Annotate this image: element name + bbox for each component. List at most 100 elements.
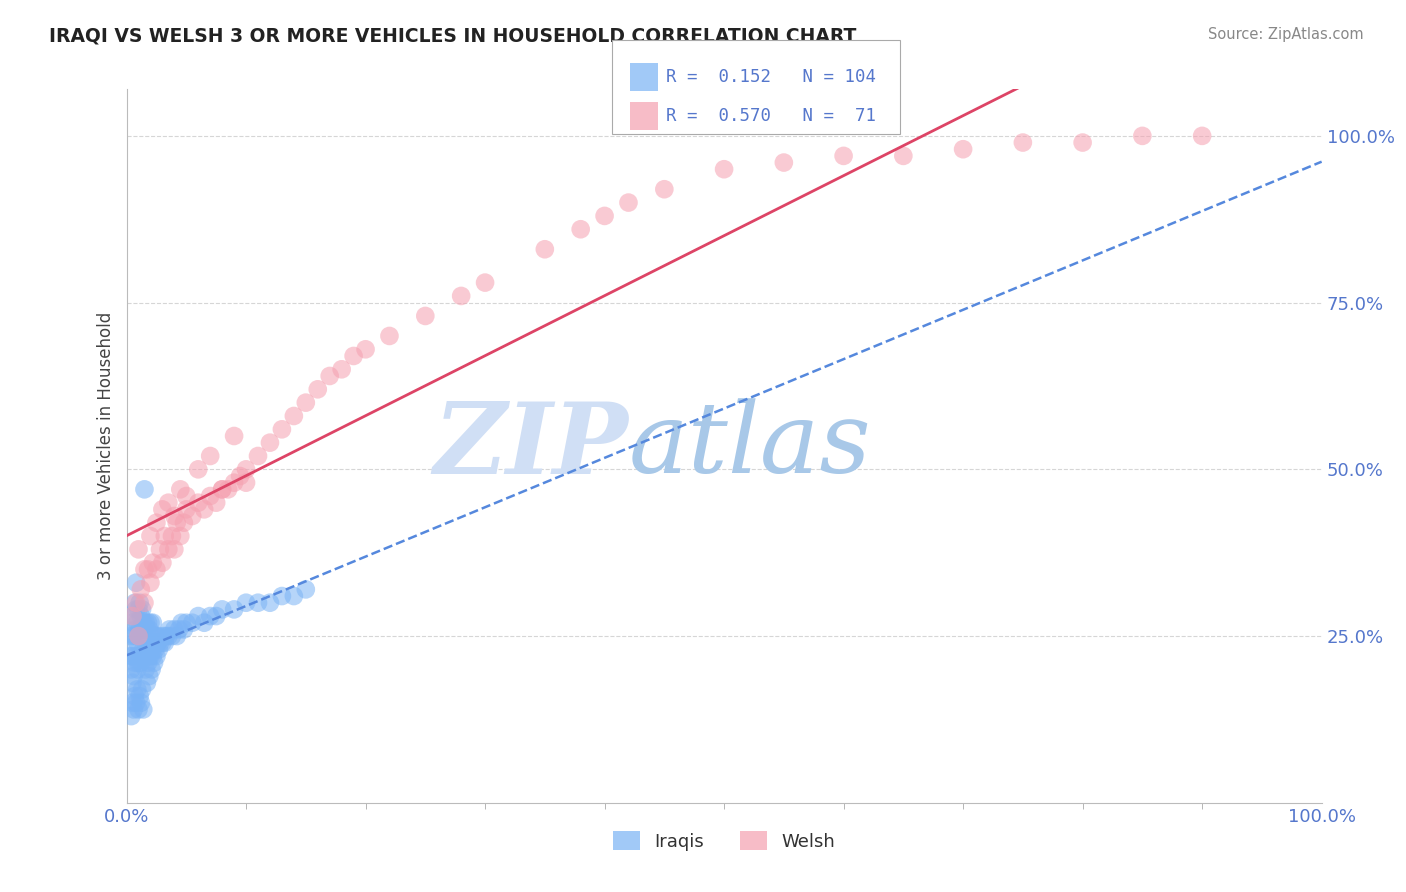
Point (174, 615, 197, 630)
Point (143, 636, 166, 650)
Point (713, 162, 735, 177)
Point (222, 475, 246, 490)
Point (127, 629, 149, 643)
Point (148, 642, 170, 657)
Point (205, 496, 228, 510)
Point (138, 669, 160, 683)
Point (146, 636, 169, 650)
Point (129, 629, 152, 643)
Point (135, 642, 157, 657)
Point (235, 475, 257, 490)
Point (132, 615, 155, 630)
Text: R =  0.570   N =  71: R = 0.570 N = 71 (666, 107, 876, 125)
Y-axis label: 3 or more Vehicles in Household: 3 or more Vehicles in Household (97, 312, 115, 580)
Point (134, 483, 156, 497)
Point (143, 656, 166, 670)
Point (127, 542, 149, 557)
Point (229, 469, 252, 483)
Point (474, 276, 496, 290)
Point (121, 615, 143, 630)
Point (139, 575, 162, 590)
Point (211, 483, 233, 497)
Point (235, 596, 257, 610)
Point (136, 642, 159, 657)
Point (143, 629, 166, 643)
Text: Source: ZipAtlas.com: Source: ZipAtlas.com (1208, 27, 1364, 42)
Point (121, 675, 143, 690)
Point (259, 435, 281, 450)
Point (120, 662, 142, 676)
Text: IRAQI VS WELSH 3 OR MORE VEHICLES IN HOUSEHOLD CORRELATION CHART: IRAQI VS WELSH 3 OR MORE VEHICLES IN HOU… (49, 27, 856, 45)
Point (139, 642, 162, 657)
Point (222, 602, 246, 616)
Point (169, 483, 191, 497)
Point (136, 562, 159, 576)
Point (125, 649, 148, 664)
Point (143, 642, 166, 657)
Point (222, 429, 246, 443)
Point (142, 642, 165, 657)
Point (142, 556, 165, 570)
Point (124, 656, 146, 670)
Point (1191, 128, 1213, 143)
Point (142, 649, 165, 664)
Point (593, 209, 616, 223)
Point (125, 696, 148, 710)
Point (145, 516, 167, 530)
Point (187, 609, 209, 624)
Point (138, 649, 160, 664)
Point (187, 462, 209, 476)
Point (270, 589, 294, 603)
Point (132, 642, 155, 657)
Point (128, 649, 150, 664)
Point (354, 343, 377, 357)
Point (120, 629, 142, 643)
Point (141, 662, 163, 676)
Point (134, 562, 156, 576)
Point (413, 309, 436, 323)
Point (187, 496, 209, 510)
Point (135, 662, 157, 676)
Point (205, 609, 228, 624)
Point (150, 502, 174, 516)
Point (157, 629, 180, 643)
Point (200, 449, 222, 463)
Point (1071, 136, 1094, 150)
Point (294, 582, 316, 597)
Point (127, 615, 149, 630)
Point (773, 155, 796, 169)
Point (127, 682, 149, 697)
Point (159, 623, 181, 637)
Point (174, 502, 197, 516)
Legend: Iraqis, Welsh: Iraqis, Welsh (606, 824, 842, 858)
Point (135, 623, 157, 637)
Point (129, 656, 152, 670)
Point (125, 596, 148, 610)
Point (200, 489, 222, 503)
Point (173, 623, 195, 637)
Point (153, 529, 176, 543)
Text: R =  0.152   N = 104: R = 0.152 N = 104 (666, 68, 876, 86)
Point (146, 636, 169, 650)
Point (378, 329, 401, 343)
Point (150, 636, 174, 650)
Point (129, 696, 152, 710)
Point (173, 516, 195, 530)
Point (141, 636, 163, 650)
Point (122, 636, 145, 650)
Point (127, 662, 149, 676)
Point (193, 502, 215, 516)
Point (120, 709, 142, 723)
Point (167, 623, 190, 637)
Point (138, 623, 160, 637)
Text: ZIP: ZIP (433, 398, 628, 494)
Point (120, 649, 142, 664)
Point (160, 629, 183, 643)
Point (149, 636, 172, 650)
Point (170, 615, 193, 630)
Point (148, 629, 170, 643)
Point (129, 582, 152, 597)
Point (283, 589, 305, 603)
Point (124, 689, 146, 703)
Point (891, 149, 914, 163)
